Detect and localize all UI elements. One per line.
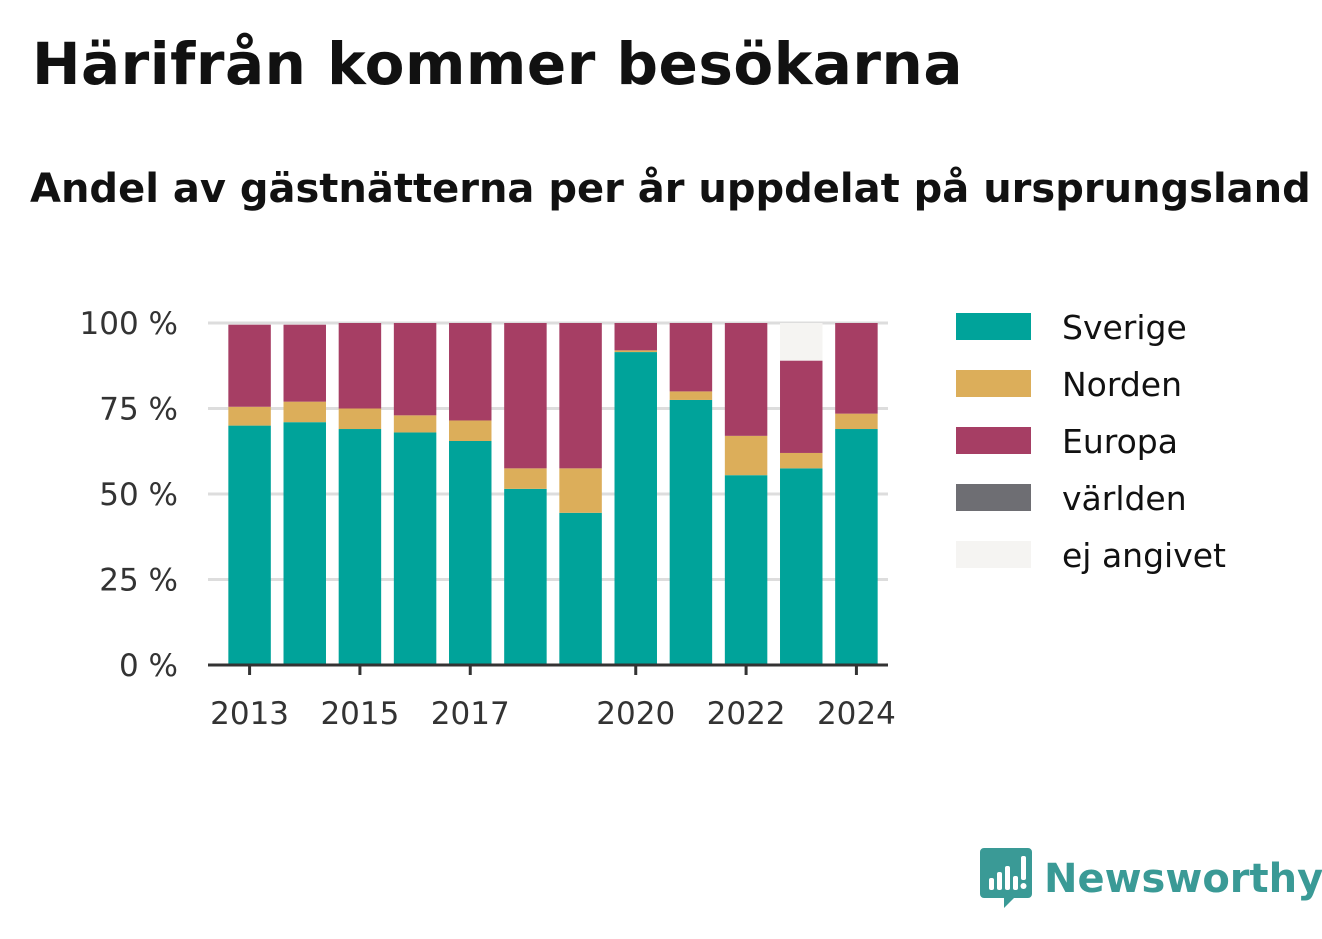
bar-segment-Europa-2021	[669, 323, 713, 392]
x-tick-label: 2024	[817, 696, 896, 732]
bar-segment-Sverige-2020	[614, 352, 657, 665]
legend: Sverige Norden Europa världen ej angivet	[956, 308, 1226, 575]
bar-segment-Europa-2022	[724, 323, 768, 436]
brand: Newsworthy	[980, 848, 1322, 910]
legend-swatch-världen	[956, 484, 1031, 511]
bar-segment-Sverige-2017	[449, 440, 492, 665]
chart-title: Härifrån kommer besökarna	[32, 30, 963, 98]
x-tick-label: 2013	[210, 696, 289, 732]
legend-label-ej-angivet: ej angivet	[1062, 536, 1226, 575]
bar-segment-Norden-2014	[283, 401, 326, 423]
y-tick-label: 25 %	[99, 563, 178, 599]
bar-segment-Norden-2018	[504, 468, 547, 489]
newsworthy-logo-icon	[980, 848, 1032, 908]
bars	[228, 323, 878, 665]
bar-segment-ej-angivet-2023	[780, 323, 823, 361]
bar-segment-Sverige-2014	[283, 422, 326, 665]
bar-segment-Norden-2022	[724, 435, 768, 476]
bar-segment-Sverige-2022	[724, 475, 768, 665]
bar-segment-Norden-2021	[669, 391, 713, 400]
bar-segment-Norden-2017	[449, 420, 492, 441]
bar-segment-Sverige-2013	[228, 425, 271, 665]
bar-segment-Europa-2013	[228, 324, 271, 407]
axes: 0 % 25 % 50 % 75 % 100 % 2013 2015 2017 2020 2022…	[80, 306, 896, 732]
brand-name: Newsworthy	[1044, 856, 1322, 902]
bar-segment-Norden-2020	[614, 350, 657, 353]
bar-segment-Europa-2014	[283, 324, 326, 402]
y-tick-label: 75 %	[99, 392, 178, 428]
bar-segment-Sverige-2018	[504, 488, 547, 665]
bar-segment-Sverige-2021	[669, 399, 713, 665]
x-tick-label: 2015	[320, 696, 399, 732]
legend-swatch-Sverige	[956, 313, 1031, 340]
bar-segment-Europa-2015	[338, 323, 382, 409]
bar-segment-Norden-2016	[393, 415, 437, 433]
legend-label-Norden: Norden	[1062, 365, 1182, 404]
bar-segment-Sverige-2019	[559, 512, 602, 665]
bar-segment-Norden-2015	[338, 408, 382, 430]
x-tick-label: 2017	[431, 696, 510, 732]
legend-swatch-Europa	[956, 427, 1031, 454]
bar-segment-Sverige-2015	[338, 429, 382, 665]
bar-segment-Europa-2019	[559, 323, 602, 469]
y-tick-label: 0 %	[119, 648, 178, 684]
bar-segment-Europa-2023	[780, 360, 823, 453]
y-tick-label: 50 %	[99, 477, 178, 513]
y-tick-label: 100 %	[80, 306, 178, 342]
bar-segment-Sverige-2024	[835, 429, 878, 665]
bar-segment-Europa-2016	[393, 323, 437, 416]
bar-segment-Norden-2024	[835, 413, 878, 430]
bar-segment-Europa-2020	[614, 323, 657, 351]
bar-segment-Norden-2013	[228, 406, 271, 426]
x-tick-label: 2022	[707, 696, 786, 732]
chart-subtitle: Andel av gästnätterna per år uppdelat på…	[30, 166, 1311, 212]
legend-label-Sverige: Sverige	[1062, 308, 1187, 347]
bar-segment-Europa-2018	[504, 323, 547, 469]
bar-segment-Europa-2024	[835, 323, 878, 414]
bar-segment-Sverige-2016	[393, 432, 437, 665]
legend-label-världen: världen	[1062, 479, 1187, 518]
bar-segment-Norden-2019	[559, 468, 602, 513]
legend-swatch-Norden	[956, 370, 1031, 397]
bar-segment-Sverige-2023	[780, 468, 823, 665]
legend-swatch-ej-angivet	[956, 541, 1031, 568]
legend-label-Europa: Europa	[1062, 422, 1178, 461]
bar-segment-Europa-2017	[449, 323, 492, 421]
bar-segment-Norden-2023	[780, 452, 823, 469]
x-tick-label: 2020	[596, 696, 675, 732]
